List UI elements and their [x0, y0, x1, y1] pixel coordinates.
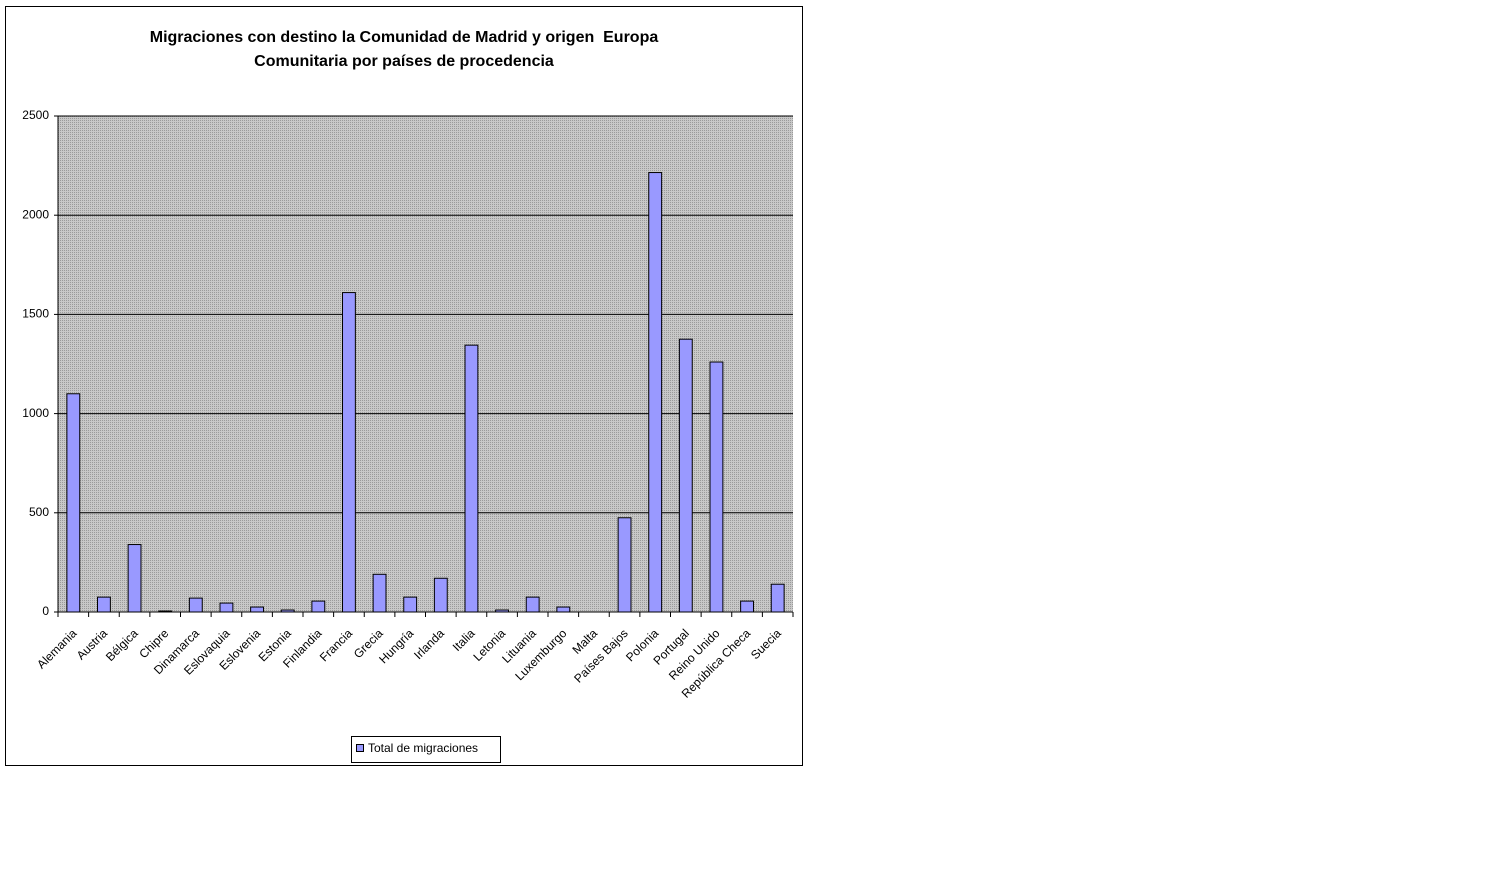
- y-tick-label: 2500: [22, 108, 49, 122]
- bar: [372, 573, 387, 613]
- bar: [495, 609, 509, 613]
- bar: [127, 544, 142, 613]
- bar: [403, 596, 418, 613]
- bar: [342, 292, 356, 613]
- bar: [433, 577, 448, 613]
- bar: [525, 596, 540, 613]
- y-tick-label: 1500: [22, 307, 49, 321]
- bar: [556, 606, 571, 613]
- legend-box: [351, 736, 501, 763]
- bar: [188, 597, 203, 613]
- bar: [280, 609, 295, 613]
- bar: [250, 606, 264, 613]
- y-tick-label: 2000: [22, 207, 49, 221]
- bar: [97, 596, 111, 613]
- legend-swatch: [356, 744, 364, 752]
- bar: [66, 393, 81, 613]
- bar: [219, 602, 234, 613]
- bar: [311, 600, 326, 613]
- bar: [158, 610, 173, 613]
- bar: [617, 517, 632, 613]
- y-tick-label: 1000: [22, 406, 49, 420]
- bar: [648, 172, 663, 613]
- bar: [678, 338, 693, 613]
- legend-label: Total de migraciones: [368, 741, 478, 755]
- bar: [464, 344, 479, 613]
- chart-title: Comunitaria por países de procedencia: [254, 53, 554, 70]
- legend: Total de migraciones: [351, 736, 501, 763]
- y-tick-label: 0: [42, 604, 49, 618]
- chart-title: Migraciones con destino la Comunidad de …: [150, 29, 659, 46]
- plot-area: [58, 116, 793, 612]
- y-tick-label: 500: [29, 505, 49, 519]
- bar: [740, 600, 754, 613]
- bar: [770, 583, 785, 613]
- bar: [709, 361, 724, 613]
